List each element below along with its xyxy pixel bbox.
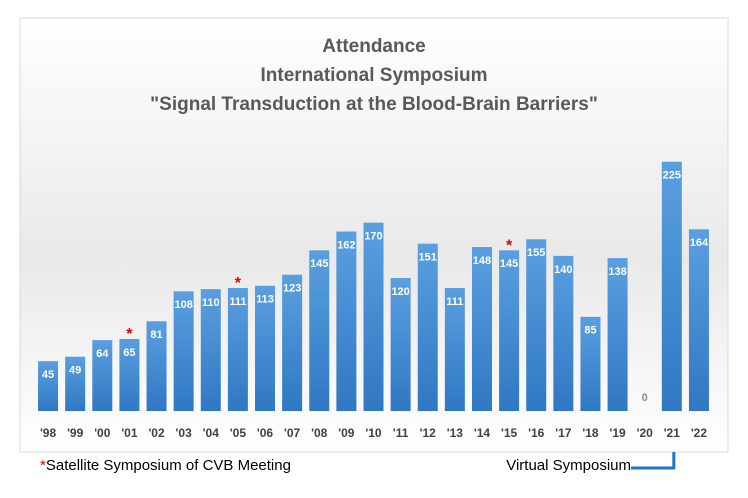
x-tick-label: '14	[474, 426, 491, 440]
value-label: 111	[229, 296, 246, 308]
callout-text: Virtual Symposium	[506, 457, 631, 474]
bar	[499, 250, 520, 411]
value-label: 0	[642, 392, 648, 404]
chart-title: International Symposium	[261, 65, 488, 86]
annotation: *	[506, 238, 513, 255]
value-label: 111	[446, 296, 463, 308]
value-label: 85	[584, 325, 596, 337]
bar	[282, 274, 303, 411]
bar	[390, 278, 411, 411]
value-label: 65	[123, 347, 135, 359]
x-tick-label: '06	[257, 426, 274, 440]
bar	[173, 291, 194, 411]
chart-title: "Signal Transduction at the Blood-Brain …	[150, 94, 598, 115]
bar	[65, 356, 86, 411]
x-tick-label: '98	[40, 426, 57, 440]
bar	[580, 316, 601, 411]
bar	[417, 243, 438, 411]
value-label: 108	[174, 299, 192, 311]
bar	[119, 338, 140, 411]
x-tick-label: '19	[609, 426, 626, 440]
x-tick-label: '22	[691, 426, 708, 440]
x-tick-label: '21	[664, 426, 681, 440]
annotation: *	[235, 275, 242, 292]
value-label: 110	[202, 297, 220, 309]
bar	[471, 247, 492, 411]
value-label: 138	[608, 266, 626, 278]
bar	[336, 231, 357, 411]
bar	[38, 361, 59, 411]
value-label: 64	[96, 348, 109, 360]
bar	[607, 258, 628, 411]
value-label: 113	[256, 294, 274, 306]
bar	[661, 161, 682, 411]
x-tick-label: '17	[555, 426, 572, 440]
footnote-text: Satellite Symposium of CVB Meeting	[46, 457, 291, 474]
value-label: 170	[364, 231, 382, 243]
x-tick-label: '04	[203, 426, 220, 440]
bar	[92, 340, 113, 411]
bar	[688, 229, 709, 411]
x-tick-label: '09	[338, 426, 355, 440]
chart-title: Attendance	[322, 36, 425, 57]
value-label: 155	[527, 247, 545, 259]
bar	[363, 222, 384, 411]
value-label: 120	[391, 286, 409, 298]
value-label: 225	[663, 170, 681, 182]
annotation: *	[126, 326, 133, 343]
bar	[227, 288, 248, 411]
callout-bracket	[631, 452, 676, 470]
value-label: 145	[500, 258, 518, 270]
x-tick-label: '02	[148, 426, 165, 440]
bar	[553, 255, 574, 411]
bar	[309, 250, 330, 411]
value-label: 49	[69, 365, 81, 377]
x-tick-label: '16	[528, 426, 545, 440]
x-tick-label: '03	[176, 426, 193, 440]
value-label: 151	[419, 252, 437, 264]
bar	[146, 321, 167, 411]
value-label: 148	[473, 255, 491, 267]
bar	[526, 239, 547, 411]
value-label: 81	[150, 329, 162, 341]
x-tick-label: '05	[230, 426, 247, 440]
value-label: 145	[310, 258, 328, 270]
x-tick-label: '20	[637, 426, 654, 440]
bar	[200, 289, 221, 411]
x-tick-label: '13	[447, 426, 464, 440]
value-label: 162	[337, 239, 355, 251]
value-label: 123	[283, 283, 301, 295]
x-tick-label: '11	[393, 426, 409, 440]
x-tick-label: '12	[420, 426, 437, 440]
x-tick-label: '15	[501, 426, 518, 440]
x-tick-label: '10	[365, 426, 382, 440]
bar	[444, 288, 465, 411]
x-tick-label: '00	[94, 426, 111, 440]
bar	[255, 285, 276, 411]
x-tick-label: '08	[311, 426, 328, 440]
value-label: 140	[554, 264, 572, 276]
x-tick-label: '01	[121, 426, 138, 440]
footnote: *Satellite Symposium of CVB Meeting	[40, 457, 291, 474]
value-label: 164	[690, 237, 709, 249]
value-label: 45	[42, 369, 54, 381]
x-tick-label: '99	[67, 426, 84, 440]
footnote-mark: *	[40, 457, 46, 474]
x-tick-label: '07	[284, 426, 301, 440]
x-tick-label: '18	[582, 426, 599, 440]
